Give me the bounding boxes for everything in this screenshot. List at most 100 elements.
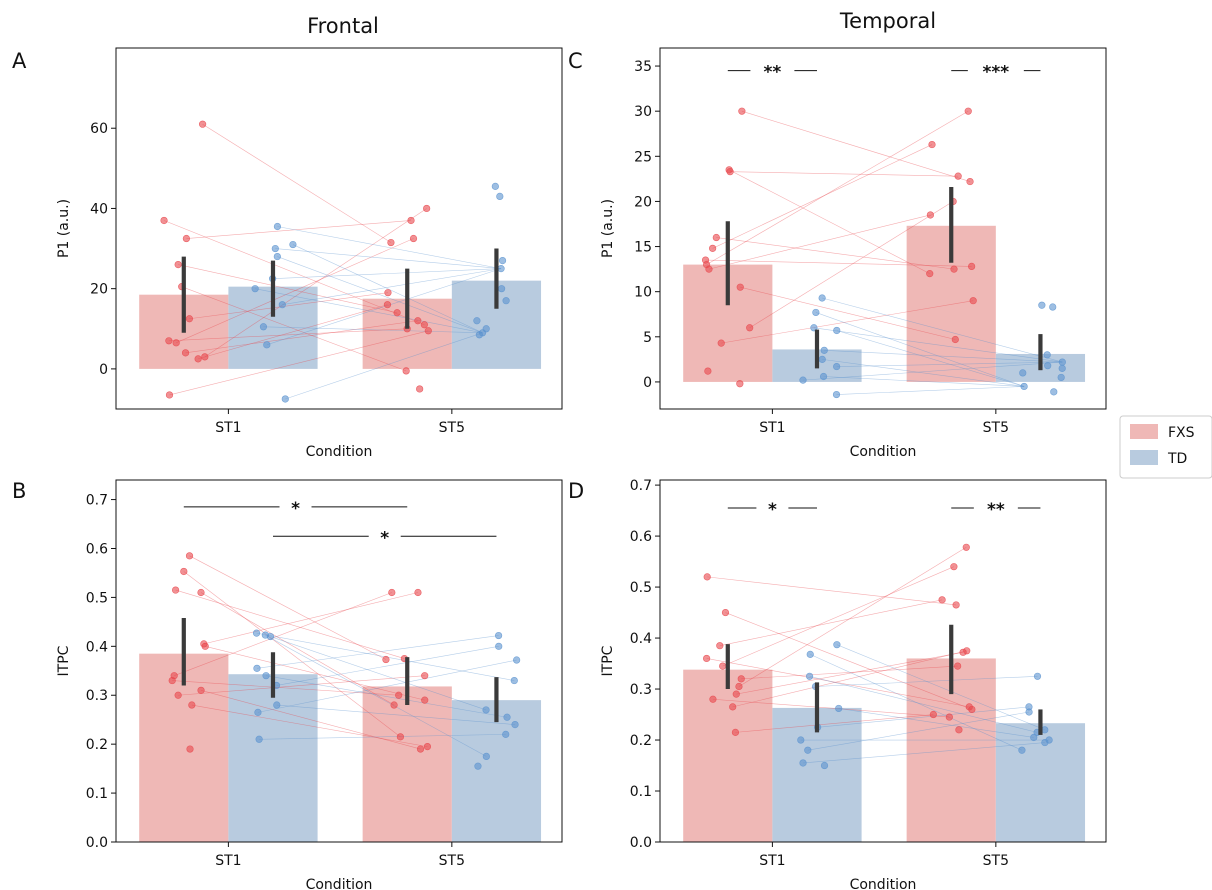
point-fxs-st1	[717, 339, 725, 347]
point-fxs-st1	[165, 337, 173, 345]
point-td-st5	[503, 713, 511, 721]
point-td-st1	[262, 672, 270, 680]
point-fxs-st5	[945, 713, 953, 721]
point-fxs-st1	[188, 701, 196, 709]
subject-line-fxs	[205, 646, 425, 701]
y-tick-label: 20	[634, 194, 652, 210]
subject-line-fxs	[204, 208, 427, 358]
y-tick-label: 25	[634, 149, 652, 165]
point-td-st1	[253, 664, 261, 672]
subject-line-td	[276, 646, 499, 686]
point-fxs-st1	[721, 608, 730, 617]
subject-line-td	[259, 734, 506, 740]
subject-line-td	[270, 636, 487, 711]
subject-line-td	[822, 297, 1063, 363]
subject-line-td	[265, 675, 508, 718]
point-fxs-st5	[950, 265, 958, 273]
point-fxs-st1	[709, 695, 717, 703]
axes-frame	[659, 479, 1107, 843]
significance-label: *	[291, 499, 300, 519]
subject-line-fxs	[178, 264, 398, 314]
point-td-st1	[797, 736, 805, 744]
subject-line-td	[815, 675, 1038, 687]
point-td-st5	[502, 730, 510, 738]
legend-label-fxs: FXS	[1168, 425, 1195, 441]
subject-line-fxs	[181, 286, 407, 372]
point-td-st1	[273, 222, 282, 231]
subject-line-fxs	[191, 704, 428, 747]
point-td-st1	[805, 672, 814, 680]
subject-line-td	[807, 711, 1030, 751]
subject-line-fxs	[732, 650, 967, 708]
subject-line-td	[263, 326, 483, 334]
point-fxs-st1	[719, 662, 727, 670]
significance-label: **	[764, 63, 782, 83]
panel-letter: C	[568, 49, 583, 73]
subject-line-fxs	[178, 675, 425, 696]
point-td-st1	[833, 326, 841, 335]
legend-label-td: TD	[1167, 451, 1187, 467]
x-axis-label: Condition	[850, 444, 917, 460]
point-fxs-st1	[165, 391, 174, 399]
point-fxs-st5	[421, 672, 429, 680]
point-fxs-st1	[174, 691, 182, 699]
point-fxs-st5	[954, 172, 962, 180]
point-fxs-st1	[703, 654, 711, 663]
subject-line-td	[809, 676, 1038, 733]
subject-line-fxs	[706, 658, 970, 708]
point-fxs-st5	[954, 662, 962, 670]
point-fxs-st1	[194, 355, 202, 363]
point-td-st1	[833, 641, 841, 649]
point-fxs-st5	[938, 596, 946, 604]
subject-line-td	[285, 332, 483, 400]
point-td-st1	[818, 355, 826, 363]
point-td-st5	[1020, 382, 1028, 391]
subject-line-td	[824, 350, 1063, 363]
point-fxs-st5	[423, 743, 432, 751]
point-fxs-st5	[409, 234, 418, 243]
legend: FXS TD	[1119, 415, 1212, 479]
subject-line-td	[277, 256, 483, 334]
subject-line-td	[292, 244, 483, 334]
x-axis-label: Condition	[306, 877, 373, 890]
point-td-st5	[498, 256, 507, 265]
y-tick-label: 40	[90, 201, 108, 217]
point-td-st1	[810, 324, 818, 332]
point-fxs-st5	[420, 321, 428, 329]
point-td-st1	[799, 376, 807, 384]
point-fxs-st1	[709, 244, 717, 252]
subject-line-fxs	[185, 320, 418, 354]
point-fxs-st5	[968, 705, 976, 714]
point-fxs-st5	[962, 543, 970, 551]
subject-line-fxs	[719, 599, 943, 646]
subject-line-fxs	[189, 292, 388, 320]
significance-label: *	[380, 528, 389, 548]
point-fxs-st5	[926, 211, 934, 219]
point-fxs-st5	[929, 710, 937, 719]
subject-line-td	[266, 268, 502, 346]
point-td-st1	[278, 301, 286, 309]
point-td-st5	[1058, 364, 1066, 372]
point-fxs-st1	[735, 682, 743, 691]
point-fxs-st5	[964, 107, 972, 115]
panel-letter: D	[568, 479, 584, 503]
subject-line-fxs	[736, 652, 964, 695]
y-tick-label: 0.3	[630, 682, 652, 698]
subject-line-fxs	[198, 304, 388, 360]
x-axis-label: Condition	[850, 877, 917, 890]
point-td-st1	[289, 240, 297, 249]
point-fxs-st5	[955, 726, 963, 734]
subject-line-fxs	[189, 555, 387, 660]
point-td-st5	[502, 297, 510, 305]
subject-line-td	[836, 330, 1025, 387]
point-fxs-st1	[160, 216, 168, 225]
point-td-st5	[1019, 369, 1027, 377]
y-tick-label: 0.2	[630, 733, 652, 749]
y-tick-label: 0.0	[630, 835, 652, 851]
subject-line-td	[276, 704, 516, 725]
point-fxs-st5	[407, 216, 415, 225]
panel-letter: A	[12, 49, 27, 73]
subject-line-fxs	[749, 201, 954, 329]
point-fxs-st1	[185, 552, 194, 560]
point-fxs-st5	[966, 177, 974, 186]
